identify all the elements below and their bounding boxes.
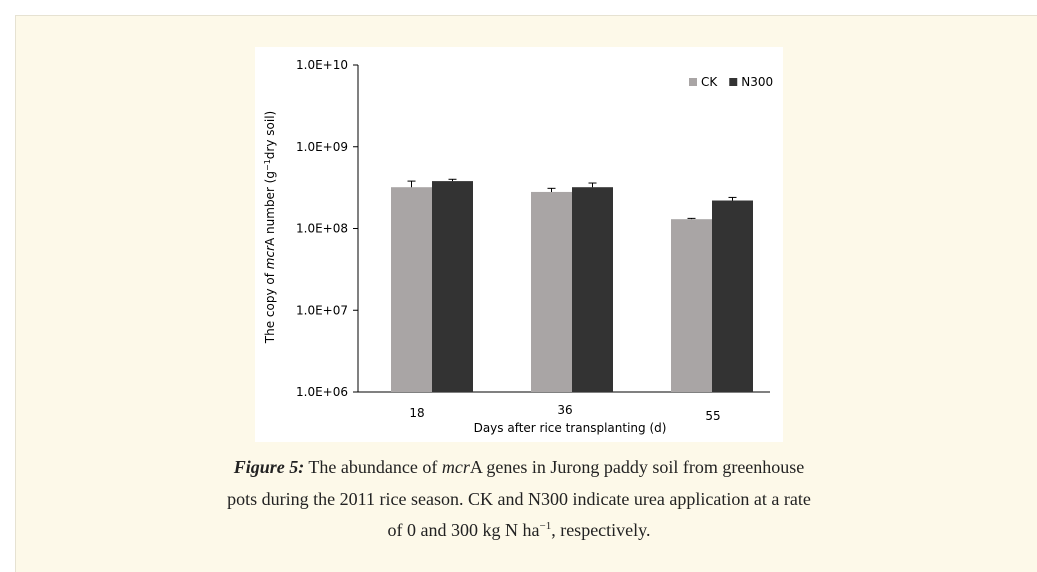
bar: [712, 200, 753, 392]
y-axis-label: The copy of mcrA number (g−1dry soil): [263, 111, 277, 344]
y-tick-label: 1.0E+09: [296, 140, 348, 154]
y-label-part: −1: [263, 159, 272, 171]
caption-label: Figure 5:: [233, 457, 305, 477]
y-tick-label: 1.0E+06: [296, 385, 348, 399]
y-label-part: A number (g: [263, 171, 277, 246]
x-tick-label: 18: [409, 406, 424, 420]
caption-text: The abundance of: [304, 457, 442, 477]
error-bar: [448, 178, 457, 182]
caption-text: A genes in Jurong paddy soil from greenh…: [469, 457, 805, 477]
error-bar: [588, 182, 597, 188]
caption-text: , respectively.: [551, 520, 651, 540]
error-bar: [547, 187, 556, 192]
error-bar: [728, 196, 737, 201]
error-bar: [407, 180, 416, 188]
legend-label: CK: [701, 75, 718, 89]
caption-text: −1: [539, 520, 552, 532]
chart: The copy of mcrA number (g−1dry soil) Da…: [255, 47, 783, 442]
y-tick-label: 1.0E+07: [296, 303, 348, 317]
x-axis-label: Days after rice transplanting (d): [474, 421, 667, 435]
y-label-part: The copy of: [263, 269, 277, 344]
x-tick-label: 36: [557, 403, 572, 417]
caption-text: pots during the 2011 rice season. CK and…: [227, 488, 811, 509]
x-tick-label: 55: [705, 409, 720, 423]
caption-line: Figure 5: The abundance of mcrA genes in…: [15, 452, 1023, 484]
bar: [391, 187, 432, 392]
legend-label: N300: [741, 75, 773, 89]
error-bar: [687, 217, 696, 220]
bar: [572, 187, 613, 392]
bar: [531, 191, 572, 392]
caption-line: pots during the 2011 rice season. CK and…: [15, 484, 1023, 516]
bar: [432, 181, 473, 392]
legend-swatch: [729, 78, 738, 86]
caption: Figure 5: The abundance of mcrA genes in…: [15, 452, 1023, 547]
y-tick-label: 1.0E+08: [296, 222, 348, 236]
y-tick-label: 1.0E+10: [296, 58, 348, 72]
y-label-part: dry soil): [263, 111, 277, 159]
y-label-part: mcr: [263, 245, 277, 269]
caption-text: mcr: [441, 457, 470, 477]
caption-line: of 0 and 300 kg N ha−1, respectively.: [15, 515, 1023, 547]
legend-swatch: [689, 78, 697, 86]
caption-text: of 0 and 300 kg N ha: [387, 520, 540, 540]
bar: [671, 219, 712, 392]
